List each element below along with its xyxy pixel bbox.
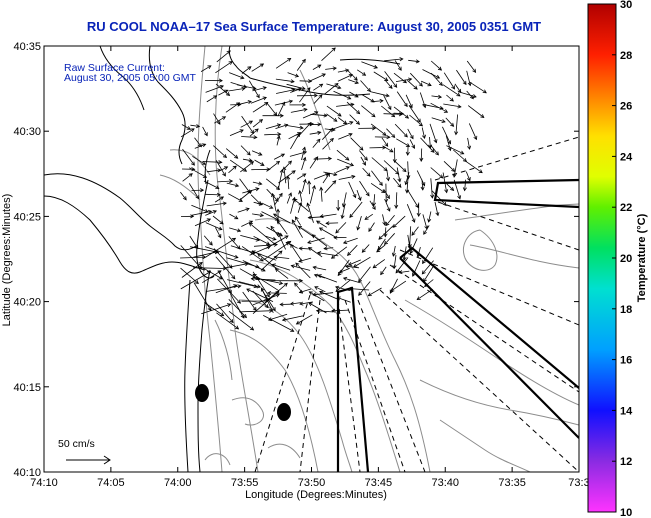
colorbar-tick-label: 24 (620, 151, 633, 163)
x-tick-label: 73:50 (298, 477, 326, 489)
y-tick-label: 40:35 (13, 41, 41, 53)
colorbar-label: Temperature (°C) (636, 213, 648, 302)
x-tick-label: 74:10 (30, 477, 58, 489)
x-tick-label: 73:3 (568, 477, 589, 489)
map-title: RU COOL NOAA–17 Sea Surface Temperature:… (86, 19, 542, 34)
x-tick-label: 73:35 (498, 477, 526, 489)
colorbar-tick-label: 12 (620, 456, 632, 468)
y-axis-label: Latitude (Degrees:Minutes) (1, 194, 13, 327)
x-tick-labels: 74:10 74:05 74:00 73:55 73:50 73:45 73:40 73:35… (30, 477, 589, 489)
y-tick-label: 40:20 (13, 297, 41, 309)
colorbar-tick-label: 14 (620, 405, 633, 417)
x-tick-label: 74:00 (164, 477, 192, 489)
y-tick-label: 40:30 (13, 126, 41, 138)
y-tick-label: 40:25 (13, 211, 41, 223)
scale-label: 50 cm/s (58, 438, 95, 450)
tick-marks (43, 45, 580, 473)
y-tick-label: 40:15 (13, 382, 41, 394)
y-tick-labels: 40:35 40:30 40:25 40:20 40:15 40:10 (13, 41, 41, 479)
colorbar-tick-label: 20 (620, 253, 632, 265)
x-axis-label: Longitude (Degrees:Minutes) (245, 489, 387, 501)
x-tick-label: 73:45 (365, 477, 393, 489)
legend-line-1: Raw Surface Current: (64, 62, 165, 74)
buoy-marker (195, 384, 209, 402)
legend-line-2: August 30, 2005 05:00 GMT (64, 72, 197, 84)
buoy-marker (277, 403, 291, 421)
x-tick-label: 73:55 (231, 477, 259, 489)
colorbar-ticks: 30 28 26 24 22 20 18 16 14 12 10 (612, 0, 633, 518)
colorbar-tick-label: 22 (620, 202, 632, 214)
shipping-lanes (254, 136, 579, 472)
coastline (44, 46, 401, 472)
current-vectors (180, 47, 487, 332)
colorbar (587, 3, 617, 513)
plot-area (44, 46, 579, 472)
x-tick-label: 74:05 (97, 477, 125, 489)
y-tick-label: 40:10 (13, 467, 41, 479)
colorbar-tick-label: 26 (620, 101, 632, 113)
scale-arrow (66, 455, 111, 465)
x-tick-label: 73:40 (431, 477, 459, 489)
colorbar-tick-label: 30 (620, 0, 632, 11)
colorbar-tick-label: 16 (620, 355, 632, 367)
colorbar-tick-label: 18 (620, 304, 632, 316)
colorbar-tick-label: 10 (620, 507, 632, 518)
colorbar-tick-label: 28 (620, 50, 632, 62)
